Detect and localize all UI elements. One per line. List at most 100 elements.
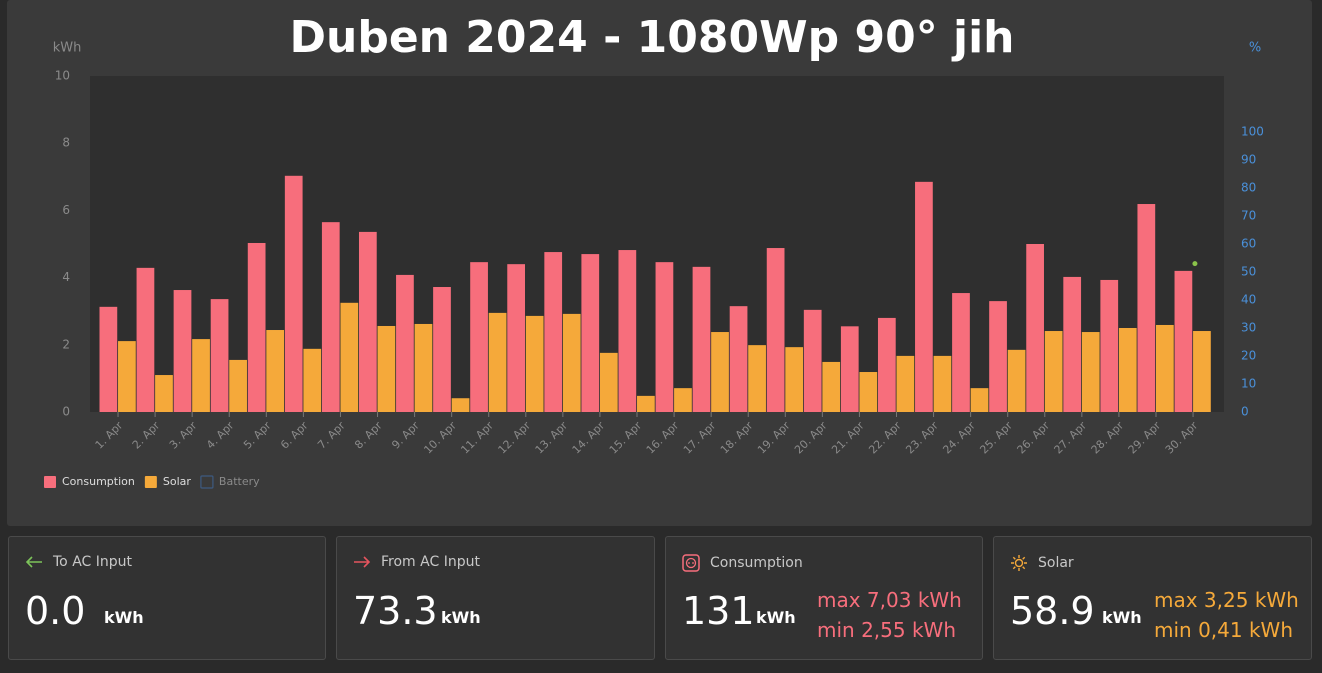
card-header: To AC Input <box>25 554 132 570</box>
y2-tick-label: 0 <box>1241 405 1249 419</box>
plug-icon <box>682 554 700 572</box>
bar <box>1193 331 1211 412</box>
bar <box>692 266 711 412</box>
bar <box>970 388 989 412</box>
legend-swatch <box>200 475 214 489</box>
bar <box>674 388 692 412</box>
bar <box>99 306 118 412</box>
bar <box>303 348 322 412</box>
y-tick-label: 6 <box>62 203 70 217</box>
bar <box>340 302 359 412</box>
bar <box>414 323 433 412</box>
chart-title: Duben 2024 - 1080Wp 90° jih <box>289 12 1014 63</box>
battery-point <box>1192 261 1198 267</box>
bar <box>488 312 507 412</box>
bar <box>1137 204 1156 412</box>
sun-icon <box>1011 555 1027 571</box>
bar <box>729 306 748 412</box>
bar <box>229 359 247 412</box>
card-value: 131 <box>682 589 755 633</box>
bar <box>748 345 766 412</box>
bar <box>284 175 303 412</box>
legend-swatch <box>144 476 157 488</box>
card-title: Solar <box>1038 555 1074 571</box>
arrow-right-icon <box>354 556 371 568</box>
bar <box>859 372 878 412</box>
bar <box>1155 324 1174 412</box>
card-max: max 3,25 kWh <box>1154 588 1299 612</box>
bar <box>1026 244 1044 412</box>
bar <box>1044 331 1063 412</box>
card-value: 73.3 <box>353 589 438 633</box>
bar <box>655 262 674 412</box>
y-tick-label: 2 <box>62 337 70 351</box>
bar <box>1007 349 1026 412</box>
card-header: From AC Input <box>353 554 480 570</box>
card: Solar 58.9 kWh max 3,25 kWh min 0,41 kWh <box>993 536 1312 660</box>
bar <box>155 375 173 412</box>
y-tick-label: 8 <box>62 136 70 150</box>
bar <box>136 267 155 412</box>
y2-tick-label: 70 <box>1241 209 1256 223</box>
bar <box>507 264 526 412</box>
legend-label: Consumption <box>62 475 135 488</box>
bar <box>562 313 581 412</box>
card-title: Consumption <box>710 555 803 571</box>
y2-tick-label: 40 <box>1241 293 1256 307</box>
bar <box>711 332 729 412</box>
card-minmax: max 7,03 kWh min 2,55 kWh <box>817 585 962 645</box>
card-min: min 0,41 kWh <box>1154 618 1293 642</box>
bar <box>433 287 451 412</box>
y-axis-label: kWh <box>53 41 82 56</box>
y2-tick-label: 100 <box>1241 125 1264 139</box>
arrow-left-icon <box>25 556 42 568</box>
bar <box>840 326 859 412</box>
bar <box>581 254 600 412</box>
bar <box>877 317 896 412</box>
card: Consumption 131 kWh max 7,03 kWh min 2,5… <box>665 536 983 660</box>
card: To AC Input 0.0 kWh <box>8 536 326 660</box>
y2-tick-label: 50 <box>1241 265 1256 279</box>
card-unit: kWh <box>441 608 481 627</box>
bar <box>247 242 266 412</box>
card-value: 58.9 <box>1010 589 1095 633</box>
bar <box>766 248 785 412</box>
card-minmax: max 3,25 kWh min 0,41 kWh <box>1154 585 1299 645</box>
legend-label: Solar <box>163 475 192 488</box>
bar <box>1063 276 1082 412</box>
card-unit: kWh <box>1102 608 1142 627</box>
y2-tick-label: 30 <box>1241 321 1256 335</box>
card-unit: kWh <box>104 608 144 627</box>
bar <box>1118 328 1137 412</box>
bar <box>118 341 136 412</box>
y2-axis-label: % <box>1249 41 1261 56</box>
bar <box>785 347 804 412</box>
y2-tick-label: 60 <box>1241 237 1256 251</box>
y-tick-label: 4 <box>62 270 70 284</box>
card-header: Consumption <box>682 554 803 572</box>
bar <box>377 325 396 412</box>
bar <box>544 252 563 412</box>
bar <box>321 222 340 412</box>
bar <box>266 330 285 412</box>
y2-tick-label: 20 <box>1241 349 1256 363</box>
card-max: max 7,03 kWh <box>817 588 962 612</box>
chart: Duben 2024 - 1080Wp 90° jih kWh % 0 2 4 6 8 1… <box>7 0 1312 526</box>
y2-tick-label: 10 <box>1241 377 1256 391</box>
bar <box>933 355 952 412</box>
bar <box>451 398 470 412</box>
bar <box>1174 270 1193 412</box>
bar <box>822 361 841 412</box>
bar <box>358 231 377 412</box>
bar <box>599 352 618 412</box>
bar <box>915 181 933 412</box>
bar <box>396 274 414 412</box>
bar <box>210 299 229 412</box>
card: From AC Input 73.3 kWh <box>336 536 655 660</box>
bar <box>1081 332 1100 412</box>
legend-swatch <box>44 476 56 488</box>
bar <box>952 293 970 412</box>
card-value: 0.0 <box>25 589 86 633</box>
y2-tick-label: 90 <box>1241 153 1256 167</box>
